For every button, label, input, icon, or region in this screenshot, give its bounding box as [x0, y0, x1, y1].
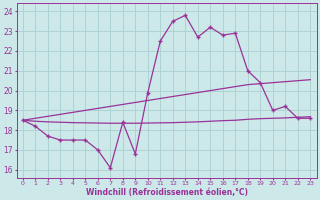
X-axis label: Windchill (Refroidissement éolien,°C): Windchill (Refroidissement éolien,°C)	[85, 188, 248, 197]
